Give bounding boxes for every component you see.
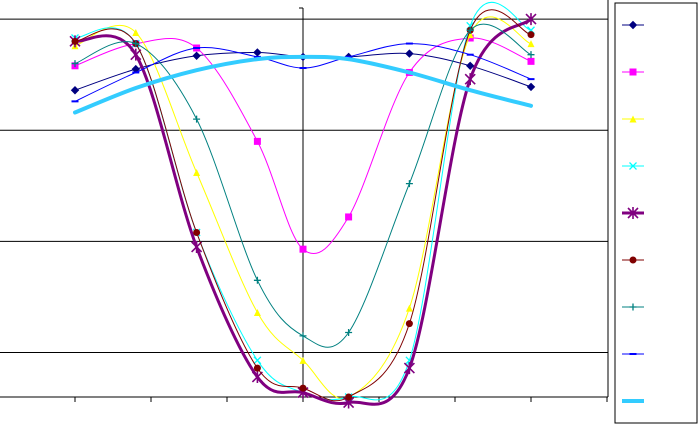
legend-entry-2 <box>622 68 644 76</box>
legend-marker-2 <box>629 68 637 76</box>
series-1-point-1 <box>70 86 80 95</box>
series-7-point-1 <box>71 60 79 68</box>
series-3-point-2 <box>132 28 140 36</box>
series-5-point-4 <box>251 370 263 383</box>
series-9 <box>73 54 533 115</box>
series-1-point-8 <box>465 61 475 71</box>
series-1-point-3 <box>192 51 201 60</box>
legend-marker-5 <box>627 207 639 219</box>
series-6-point-7 <box>405 320 413 328</box>
series-6-point-1 <box>71 37 79 45</box>
series-5-point-2 <box>130 48 142 61</box>
series-6-point-5 <box>299 384 307 392</box>
series-6 <box>71 9 535 402</box>
series-3-point-4 <box>253 309 261 317</box>
legend-marker-6 <box>629 256 637 264</box>
series-3-point-9 <box>527 40 535 48</box>
series-9-line <box>73 54 533 115</box>
series-6-point-3 <box>193 229 201 237</box>
series-5-point-7 <box>403 362 415 375</box>
series-2-point-9 <box>527 57 535 65</box>
series-7-point-7 <box>405 180 413 188</box>
series-6-point-9 <box>527 31 535 39</box>
series-3-point-7 <box>405 304 413 312</box>
series-7-point-9 <box>527 51 535 59</box>
legend <box>614 2 698 424</box>
series-2-point-5 <box>299 245 307 253</box>
series-4-point-4 <box>253 356 262 365</box>
series-3-point-5 <box>299 356 307 364</box>
series-7-point-2 <box>132 40 140 48</box>
series-7-point-5 <box>299 332 307 340</box>
series-6-point-4 <box>253 364 261 372</box>
gridlines <box>0 18 608 354</box>
legend-entry-4 <box>622 162 644 170</box>
legend-entry-6 <box>622 256 644 264</box>
series-1-point-9 <box>526 82 536 92</box>
series-7-point-3 <box>193 115 201 123</box>
series-7-point-6 <box>345 329 353 337</box>
legend-marker-7 <box>629 303 637 311</box>
legend-marker-3 <box>629 115 637 123</box>
series-1-point-4 <box>253 48 262 57</box>
axes <box>0 0 609 402</box>
legend-entry-3 <box>622 115 644 123</box>
series-5-point-3 <box>191 240 203 253</box>
legend-marker-1 <box>628 20 638 30</box>
series-6-point-6 <box>345 393 353 401</box>
series-5 <box>69 13 537 409</box>
series-5-point-9 <box>525 13 537 26</box>
series-3-point-8 <box>466 31 474 39</box>
series-2-point-4 <box>253 137 261 145</box>
legend-marker-4 <box>629 162 637 170</box>
series-5-point-8 <box>464 73 476 86</box>
series-1-point-7 <box>405 49 414 58</box>
legend-entry-7 <box>622 303 644 311</box>
series-7 <box>71 23 535 348</box>
legend-entry-1 <box>622 20 644 30</box>
plot-area <box>69 1 537 409</box>
series-2-point-6 <box>345 213 353 221</box>
legend-entry-5 <box>622 207 644 219</box>
series-7-point-8 <box>466 26 474 34</box>
series-7-point-4 <box>253 276 261 284</box>
series-3-point-3 <box>193 168 201 176</box>
